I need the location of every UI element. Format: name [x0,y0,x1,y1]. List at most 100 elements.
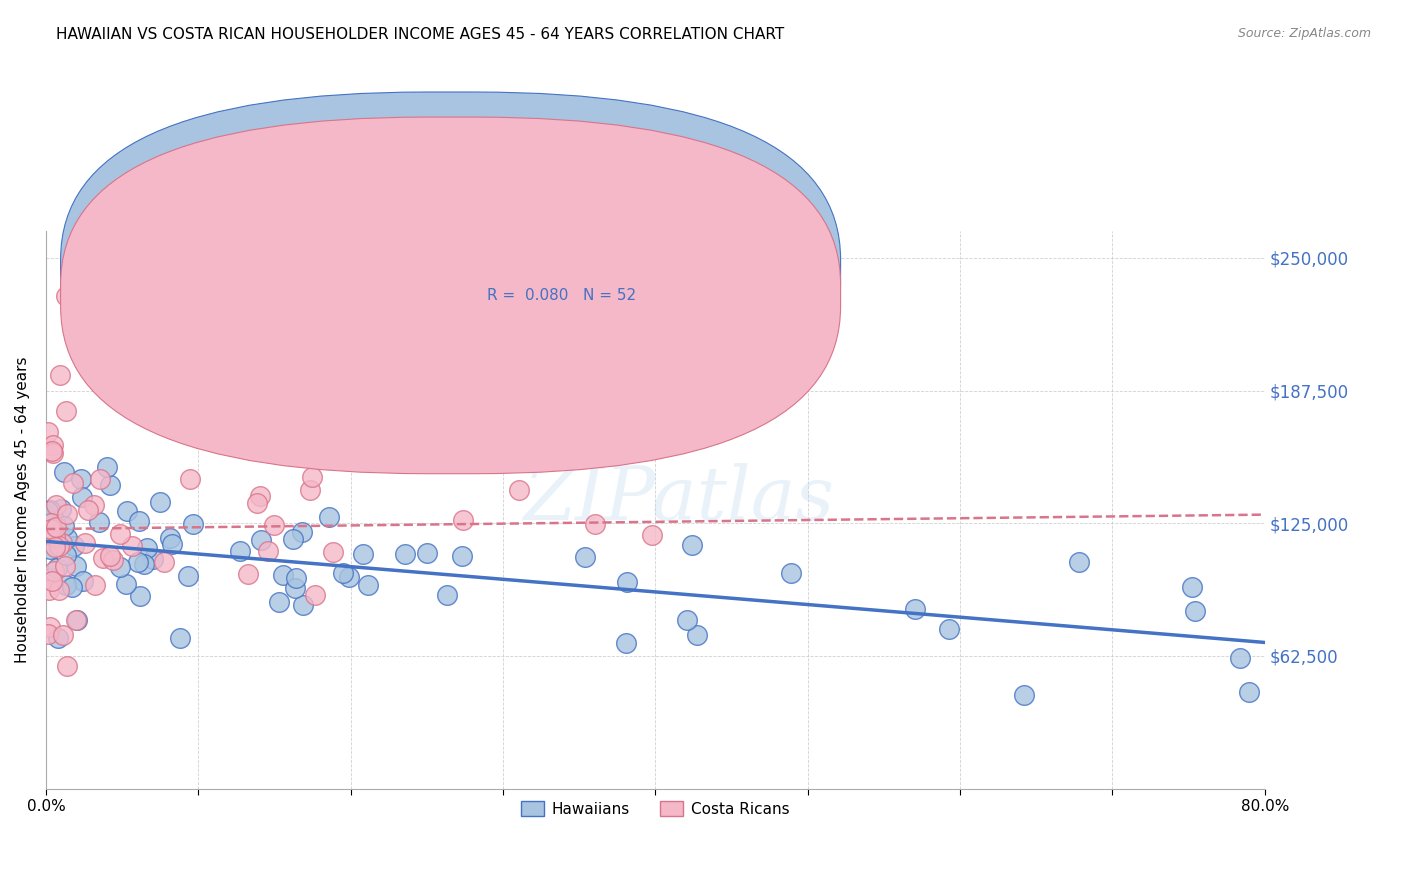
Point [574,550,596,565]
Point [149,495,172,509]
Point [281,533,304,547]
Point [51,536,73,550]
Point [98,549,121,563]
Point [263,518,285,533]
FancyBboxPatch shape [60,117,841,474]
Point [38,503,60,517]
Point [56,659,79,673]
Point [39,542,62,557]
Point [73,535,96,549]
Point [1181,580,1204,594]
Point [451,513,474,527]
Text: ZIPatlas: ZIPatlas [524,463,835,535]
Text: HAWAIIAN VS COSTA RICAN HOUSEHOLDER INCOME AGES 45 - 64 YEARS CORRELATION CHART: HAWAIIAN VS COSTA RICAN HOUSEHOLDER INCO… [56,27,785,42]
Text: Source: ZipAtlas.com: Source: ZipAtlas.com [1237,27,1371,40]
Point [42,446,65,460]
Point [681,538,703,552]
Point [44,530,66,544]
Point [44,540,66,554]
Point [332,566,354,580]
Point [292,599,315,613]
Point [42,437,65,451]
Point [249,489,271,503]
Point [301,470,323,484]
FancyBboxPatch shape [399,243,752,318]
Point [45,520,67,534]
Point [938,622,960,636]
Point [46,631,69,645]
Point [228,544,250,558]
Point [436,588,458,602]
Point [76,503,98,517]
Point [153,555,176,569]
Point [110,526,132,541]
Point [52,465,75,479]
Point [1237,684,1260,698]
Y-axis label: Householder Income Ages 45 - 64 years: Householder Income Ages 45 - 64 years [15,357,30,663]
Point [63,539,86,553]
Point [96,459,118,474]
Point [44,565,66,579]
Point [55,578,77,592]
Text: R = -0.357   N = 71: R = -0.357 N = 71 [486,263,637,277]
Point [48,582,70,597]
Point [267,594,290,608]
Point [39,571,62,585]
Point [100,478,122,492]
Point [169,632,191,646]
Point [41,574,63,588]
Point [160,537,183,551]
Point [53,519,76,533]
Point [416,546,439,560]
Point [135,541,157,555]
Text: R =  0.080   N = 52: R = 0.080 N = 52 [486,288,637,303]
Point [37,425,59,439]
Point [55,549,77,563]
Point [55,289,77,303]
Point [616,575,638,590]
Point [271,567,294,582]
Point [89,472,111,486]
Point [49,368,72,382]
Point [121,539,143,553]
Point [1184,603,1206,617]
Point [129,589,152,603]
Point [304,588,326,602]
Point [46,560,69,574]
Point [72,574,94,588]
Point [132,558,155,572]
Point [676,613,699,627]
Point [65,613,87,627]
Point [51,502,73,516]
Point [318,510,340,524]
Point [394,547,416,561]
Point [62,476,84,491]
Point [44,514,66,528]
Point [108,559,131,574]
Point [55,403,77,417]
Point [299,483,322,498]
Point [65,558,87,573]
Point [60,580,83,594]
Point [38,583,60,598]
Point [1012,688,1035,702]
Point [256,544,278,558]
Point [53,558,76,573]
Point [91,551,114,566]
Point [322,545,344,559]
Point [246,496,269,510]
Point [127,555,149,569]
Point [236,567,259,582]
Point [904,602,927,616]
Point [179,472,201,486]
Point [48,539,70,553]
Point [779,566,801,581]
Point [583,516,606,531]
Point [115,577,138,591]
Point [52,628,75,642]
Point [39,522,62,536]
Point [337,569,360,583]
Point [177,569,200,583]
Point [70,491,93,505]
Point [128,514,150,528]
